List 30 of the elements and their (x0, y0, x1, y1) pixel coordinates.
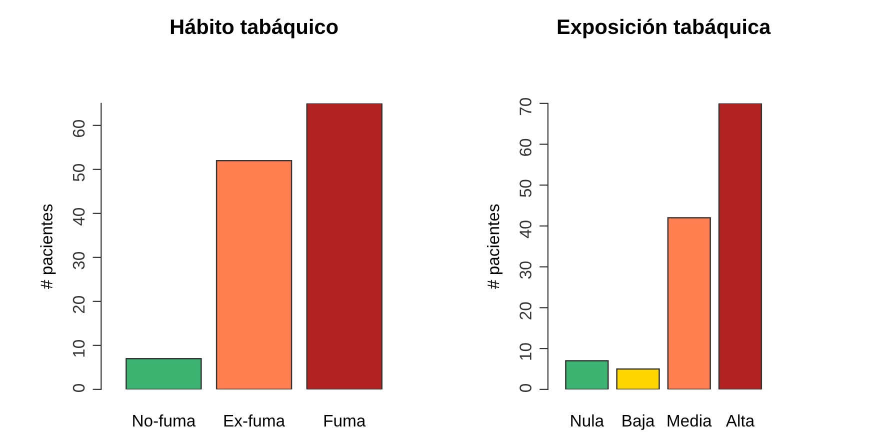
y-tick-label: 40 (72, 208, 85, 226)
y-tick-label: 30 (520, 261, 532, 279)
y-tick-label: 50 (72, 164, 85, 182)
y-tick-label: 70 (520, 98, 532, 116)
y-tick-label: 60 (72, 120, 85, 138)
y-tick-label: 10 (72, 340, 85, 357)
x-tick-label: Ex-fuma (224, 414, 286, 427)
y-axis-title: # pacientes (486, 204, 503, 289)
y-tick-label: 40 (520, 220, 532, 238)
x-tick-label: Alta (726, 414, 755, 427)
y-tick-label: 50 (520, 180, 532, 197)
chart-title: Hábito tabáquico (170, 18, 338, 38)
x-tick-label: Media (668, 414, 712, 427)
y-tick-label: 60 (520, 138, 532, 156)
bar (667, 217, 711, 390)
x-tick-label: Baja (622, 414, 655, 430)
y-tick-label: 30 (72, 252, 85, 270)
bar (616, 368, 660, 390)
y-tick-label: 10 (520, 343, 532, 360)
y-tick-label: 20 (520, 302, 532, 320)
chart-title: Exposición tabáquica (558, 18, 771, 38)
x-tick-label: Fuma (324, 415, 366, 427)
y-tick-label: 0 (72, 384, 85, 392)
x-tick-label: Nula (571, 414, 604, 427)
y-axis-title: # pacientes (40, 204, 56, 289)
y-tick-label: 20 (72, 296, 85, 314)
bar (718, 103, 762, 390)
bar (565, 360, 609, 390)
x-tick-label: No-fuma (133, 414, 196, 427)
y-tick-label: 0 (520, 384, 532, 392)
